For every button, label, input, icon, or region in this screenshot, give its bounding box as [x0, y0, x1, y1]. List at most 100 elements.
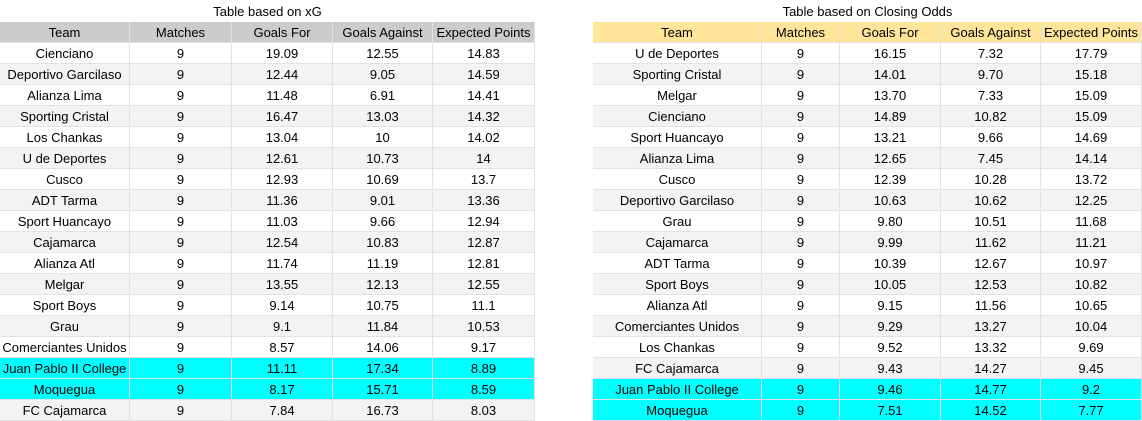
value-cell: 13.55	[232, 274, 333, 295]
value-cell: 13.04	[232, 127, 333, 148]
value-cell: 10.53	[433, 316, 535, 337]
column-header: Matches	[762, 22, 840, 43]
value-cell: 8.17	[232, 379, 333, 400]
team-cell: Sporting Cristal	[593, 64, 762, 85]
team-cell: Juan Pablo II College	[0, 358, 130, 379]
value-cell: 14.77	[941, 379, 1041, 400]
value-cell: 9	[762, 295, 840, 316]
value-cell: 13.70	[840, 85, 941, 106]
value-cell: 12.94	[433, 211, 535, 232]
value-cell: 13.7	[433, 169, 535, 190]
value-cell: 16.73	[333, 400, 433, 421]
value-cell: 9.15	[840, 295, 941, 316]
team-cell: Alianza Lima	[593, 148, 762, 169]
value-cell: 10.28	[941, 169, 1041, 190]
value-cell: 12.55	[333, 43, 433, 64]
value-cell: 9	[130, 232, 232, 253]
value-cell: 9	[762, 190, 840, 211]
team-cell: Alianza Atl	[0, 253, 130, 274]
value-cell: 10.83	[333, 232, 433, 253]
value-cell: 10.69	[333, 169, 433, 190]
value-cell: 12.13	[333, 274, 433, 295]
value-cell: 12.44	[232, 64, 333, 85]
value-cell: 9.01	[333, 190, 433, 211]
value-cell: 10.04	[1041, 316, 1142, 337]
value-cell: 7.32	[941, 43, 1041, 64]
column-header: Matches	[130, 22, 232, 43]
value-cell: 10	[333, 127, 433, 148]
value-cell: 11.56	[941, 295, 1041, 316]
value-cell: 9.14	[232, 295, 333, 316]
value-cell: 9	[130, 295, 232, 316]
value-cell: 10.75	[333, 295, 433, 316]
column-header: Expected Points	[433, 22, 535, 43]
team-cell: Deportivo Garcilaso	[0, 64, 130, 85]
value-cell: 9.52	[840, 337, 941, 358]
table-title: Table based on xG	[213, 4, 322, 19]
value-cell: 15.09	[1041, 85, 1142, 106]
value-cell: 15.18	[1041, 64, 1142, 85]
value-cell: 9	[762, 127, 840, 148]
value-cell: 9	[130, 211, 232, 232]
value-cell: 16.47	[232, 106, 333, 127]
value-cell: 11.36	[232, 190, 333, 211]
value-cell: 9	[762, 232, 840, 253]
value-cell: 19.09	[232, 43, 333, 64]
value-cell: 14.01	[840, 64, 941, 85]
value-cell: 15.09	[1041, 106, 1142, 127]
team-cell: Deportivo Garcilaso	[593, 190, 762, 211]
team-cell: U de Deportes	[593, 43, 762, 64]
value-cell: 11.48	[232, 85, 333, 106]
value-cell: 11.1	[433, 295, 535, 316]
value-cell: 9	[762, 316, 840, 337]
value-cell: 11.19	[333, 253, 433, 274]
value-cell: 7.84	[232, 400, 333, 421]
value-cell: 9	[762, 274, 840, 295]
value-cell: 12.55	[433, 274, 535, 295]
value-cell: 10.05	[840, 274, 941, 295]
value-cell: 9	[130, 358, 232, 379]
value-cell: 9.99	[840, 232, 941, 253]
column-header: Team	[593, 22, 762, 43]
value-cell: 9	[130, 190, 232, 211]
value-cell: 9.1	[232, 316, 333, 337]
column-header: Goals Against	[941, 22, 1041, 43]
value-cell: 9	[130, 316, 232, 337]
value-cell: 13.36	[433, 190, 535, 211]
value-cell: 9.43	[840, 358, 941, 379]
value-cell: 11.62	[941, 232, 1041, 253]
value-cell: 14.69	[1041, 127, 1142, 148]
team-cell: FC Cajamarca	[593, 358, 762, 379]
team-cell: Cienciano	[0, 43, 130, 64]
value-cell: 11.68	[1041, 211, 1142, 232]
value-cell: 9	[130, 127, 232, 148]
value-cell: 9.80	[840, 211, 941, 232]
team-cell: Sporting Cristal	[0, 106, 130, 127]
value-cell: 17.79	[1041, 43, 1142, 64]
team-cell: Melgar	[0, 274, 130, 295]
team-cell: ADT Tarma	[593, 253, 762, 274]
value-cell: 9	[130, 379, 232, 400]
value-cell: 11.21	[1041, 232, 1142, 253]
value-cell: 10.63	[840, 190, 941, 211]
team-cell: Alianza Lima	[0, 85, 130, 106]
value-cell: 9	[762, 106, 840, 127]
value-cell: 9	[130, 169, 232, 190]
team-cell: Comerciantes Unidos	[0, 337, 130, 358]
value-cell: 9	[762, 43, 840, 64]
value-cell: 12.61	[232, 148, 333, 169]
value-cell: 9	[130, 64, 232, 85]
team-cell: Cusco	[0, 169, 130, 190]
value-cell: 11.84	[333, 316, 433, 337]
column-header: Goals For	[232, 22, 333, 43]
table-title: Table based on Closing Odds	[782, 4, 953, 19]
column-header: Goals For	[840, 22, 941, 43]
value-cell: 9	[762, 337, 840, 358]
team-cell: Juan Pablo II College	[593, 379, 762, 400]
value-cell: 9	[762, 64, 840, 85]
value-cell: 10.51	[941, 211, 1041, 232]
value-cell: 15.71	[333, 379, 433, 400]
value-cell: 13.03	[333, 106, 433, 127]
team-cell: ADT Tarma	[0, 190, 130, 211]
